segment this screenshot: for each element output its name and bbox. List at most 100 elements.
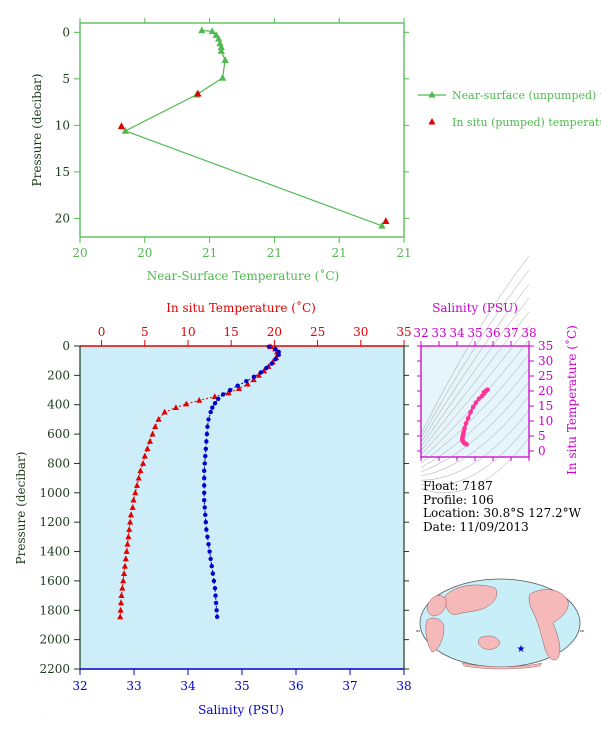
salinity-point: [273, 346, 278, 352]
near-surface-x-tick-label: 20: [137, 246, 152, 260]
temperature-point: [121, 562, 128, 569]
salinity-point: [203, 519, 209, 525]
deep-pressure-tick-label: 2000: [39, 633, 70, 647]
ts-point: [463, 421, 469, 426]
salinity-point: [209, 564, 214, 569]
ts-temperature-tick-label: 35: [538, 339, 553, 353]
temperature-point: [146, 438, 154, 444]
near-surface-pumped-point: [194, 89, 202, 97]
temperature-point: [141, 452, 148, 459]
salinity-axis-label: Salinity (PSU): [198, 703, 284, 717]
temperature-tick-label: 20: [267, 325, 282, 339]
salinity-point: [227, 387, 233, 393]
ts-density-contour: [420, 269, 530, 439]
float-id: Float: 7187: [423, 479, 493, 493]
salinity-point: [220, 392, 226, 397]
salinity-point: [206, 542, 211, 547]
salinity-point: [213, 593, 218, 598]
salinity-point: [205, 424, 210, 429]
near-surface-unpumped-point: [217, 46, 225, 54]
map-land-asia: [444, 584, 498, 615]
salinity-point: [269, 361, 274, 366]
salinity-point: [202, 461, 207, 466]
ts-salinity-tick-label: 37: [503, 326, 518, 340]
salinity-point: [208, 556, 213, 562]
temperature-point: [155, 416, 162, 422]
salinity-point: [207, 549, 212, 554]
ts-density-contour: [420, 409, 530, 481]
salinity-point: [273, 357, 278, 362]
temperature-point: [117, 606, 124, 613]
salinity-tick-label: 33: [126, 679, 141, 693]
ts-density-contour: [420, 283, 530, 443]
salinity-point: [214, 614, 220, 620]
temperature-point: [119, 584, 126, 591]
temperature-point: [120, 577, 127, 584]
salinity-point: [251, 374, 257, 380]
near-surface-plot-frame: [79, 22, 405, 238]
legend-unpumped-label: Near-surface (unpumped) temperature.: [452, 89, 601, 102]
deep-pressure-tick-label: 600: [47, 427, 70, 441]
salinity-point: [258, 370, 264, 375]
temperature-point: [137, 467, 144, 474]
temperature-point: [126, 526, 133, 532]
temperature-point: [124, 540, 131, 547]
profile-date: Date: 11/09/2013: [423, 519, 529, 534]
temperature-point: [225, 389, 232, 396]
profile-number: Profile: 106: [423, 492, 494, 507]
float-location-map: ★: [416, 578, 584, 670]
temperature-point: [196, 396, 203, 403]
salinity-point: [214, 608, 219, 613]
temperature-point: [121, 570, 128, 576]
salinity-tick-label: 38: [396, 679, 411, 693]
temperature-point: [250, 376, 257, 383]
near-surface-unpumped-point: [121, 126, 129, 134]
temperature-point: [122, 555, 129, 562]
temperature-tick-label: 10: [180, 325, 195, 339]
ts-density-contour: [420, 395, 530, 477]
temperature-point: [133, 482, 141, 488]
ts-point: [464, 442, 470, 447]
deep-profile-plot-area: [80, 346, 404, 669]
near-surface-y-tick-label: 5: [62, 72, 70, 86]
salinity-point: [203, 446, 209, 451]
ts-salinity-tick-label: 36: [485, 326, 500, 340]
ts-point: [473, 400, 479, 406]
salinity-point: [208, 409, 213, 415]
ts-temperature-tick-label: 25: [538, 369, 553, 383]
salinity-tick-label: 32: [72, 679, 87, 693]
near-surface-unpumped-point: [212, 31, 220, 38]
ts-salinity-tick-label: 33: [431, 326, 446, 340]
ts-point: [465, 416, 471, 421]
ts-temperature-tick-label: 15: [538, 399, 553, 413]
float-location-star-icon: ★: [517, 644, 526, 655]
near-surface-x-axis-label: Near-Surface Temperature (˚C): [147, 268, 339, 283]
deep-pressure-tick-label: 400: [47, 398, 70, 412]
legend-pumped-label: In situ (pumped) temperature.: [452, 116, 601, 129]
float-location: Location: 30.8°S 127.2°W: [423, 506, 581, 520]
ts-density-contour: [420, 297, 530, 447]
map-land-australia: [478, 635, 501, 650]
temperature-tick-label: 5: [141, 325, 149, 339]
salinity-point: [202, 490, 207, 496]
deep-pressure-tick-label: 1600: [39, 574, 70, 588]
temperature-point: [161, 408, 168, 415]
temperature-point: [172, 404, 179, 411]
salinity-tick-label: 36: [288, 679, 303, 693]
salinity-point: [202, 505, 207, 510]
temperature-point: [130, 496, 137, 503]
salinity-point: [202, 468, 207, 473]
temperature-tick-label: 35: [396, 325, 411, 339]
deep-pressure-tick-label: 1000: [39, 486, 70, 500]
temperature-axis-label: In situ Temperature (˚C): [166, 300, 316, 315]
salinity-point: [204, 527, 209, 532]
legend-unpumped-marker: [428, 91, 436, 98]
ts-density-contour: [420, 381, 530, 472]
temperature-point: [118, 592, 125, 598]
temperature-point: [129, 504, 136, 510]
ts-density-contour: [420, 325, 530, 456]
near-surface-pumped-point: [382, 217, 390, 224]
deep-profile-panel: 0 5 10 15 20 25 30 35 32 33 34 35 36 37 38 0 200 400 600…: [14, 300, 412, 717]
temperature-point: [127, 511, 135, 518]
